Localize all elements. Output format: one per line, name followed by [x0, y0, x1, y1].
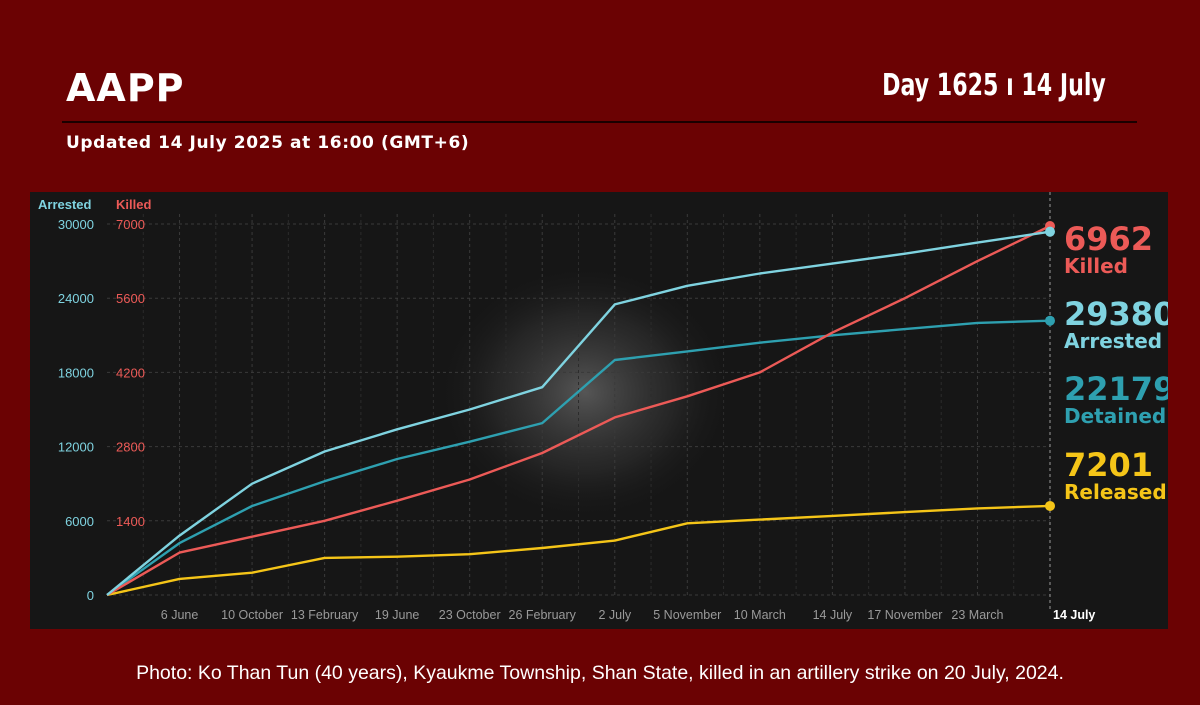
left-axis-tick-label: 0: [87, 588, 94, 603]
end-label-detained: Detained: [1064, 404, 1166, 428]
right-axis-title: Killed: [116, 197, 151, 212]
x-axis-tick-label: 2 July: [598, 608, 631, 622]
x-axis-tick-label: 23 October: [439, 608, 501, 622]
series-end-dot-detained: [1045, 315, 1055, 326]
left-axis-tick-label: 30000: [58, 217, 94, 232]
series-line-detained: [106, 319, 1051, 596]
end-label-killed: Killed: [1064, 254, 1128, 278]
x-axis-tick-label: 13 February: [291, 608, 359, 622]
left-axis-tick-label: 24000: [58, 291, 94, 306]
left-axis-tick-label: 6000: [65, 514, 94, 529]
left-axis-title: Arrested: [38, 197, 92, 212]
end-label-arrested: Arrested: [1064, 329, 1162, 353]
x-axis-tick-label: 26 February: [509, 608, 577, 622]
background-photo-glow: [435, 262, 735, 522]
series-end-dot-arrested: [1045, 226, 1055, 237]
end-label-released: Released: [1064, 480, 1167, 504]
x-axis-tick-label: 5 November: [653, 608, 721, 622]
chart-panel: Arrested Killed 0 6000 12000 18000 24000 30000 1…: [30, 192, 1168, 629]
left-axis-tick-label: 18000: [58, 365, 94, 380]
end-value-detained: 22179: [1064, 370, 1168, 408]
x-axis-tick-label: 6 June: [161, 608, 199, 622]
x-axis-tick-label: 10 March: [734, 608, 786, 622]
killed-axis-tick-label: 1400: [116, 514, 145, 529]
left-axis-tick-label: 12000: [58, 440, 94, 455]
brand-title: AAPP: [66, 66, 185, 110]
x-axis-tick-label: 14 July: [813, 608, 853, 622]
x-axis-tick-label: 10 October: [221, 608, 283, 622]
series-line-arrested: [106, 230, 1051, 596]
end-value-released: 7201: [1064, 446, 1153, 484]
killed-axis-tick-label: 2800: [116, 440, 145, 455]
header-divider: [62, 121, 1137, 123]
series-end-dot-released: [1045, 500, 1055, 511]
series-line-killed: [106, 224, 1051, 597]
end-value-arrested: 29380: [1064, 295, 1168, 333]
updated-timestamp: Updated 14 July 2025 at 16:00 (GMT+6): [66, 133, 470, 153]
killed-axis-tick-label: 7000: [116, 217, 145, 232]
x-axis-tick-label: 19 June: [375, 608, 420, 622]
x-axis-tick-label: 17 November: [867, 608, 942, 622]
x-axis-tick-label: 23 March: [951, 608, 1003, 622]
killed-axis-tick-label: 5600: [116, 291, 145, 306]
end-value-killed: 6962: [1064, 220, 1153, 258]
photo-caption: Photo: Ko Than Tun (40 years), Kyaukme T…: [136, 662, 1064, 684]
killed-axis-tick-label: 4200: [116, 365, 145, 380]
line-chart: Arrested Killed 0 6000 12000 18000 24000 30000 1…: [38, 192, 1168, 622]
day-counter: Day 1625 ı 14 July: [882, 68, 1106, 103]
series-line-released: [106, 504, 1051, 597]
x-axis-end-label: 14 July: [1053, 608, 1095, 622]
